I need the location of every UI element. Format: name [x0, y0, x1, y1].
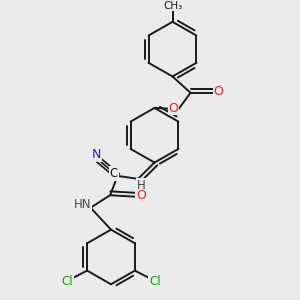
Text: O: O — [136, 189, 146, 202]
Text: Cl: Cl — [61, 274, 73, 287]
Text: Cl: Cl — [149, 274, 161, 287]
Text: N: N — [92, 148, 101, 161]
Text: H: H — [136, 179, 146, 192]
Text: CH₃: CH₃ — [163, 1, 182, 10]
Text: C: C — [110, 167, 118, 180]
Text: O: O — [168, 102, 178, 115]
Text: O: O — [214, 85, 223, 98]
Text: HN: HN — [74, 198, 92, 211]
